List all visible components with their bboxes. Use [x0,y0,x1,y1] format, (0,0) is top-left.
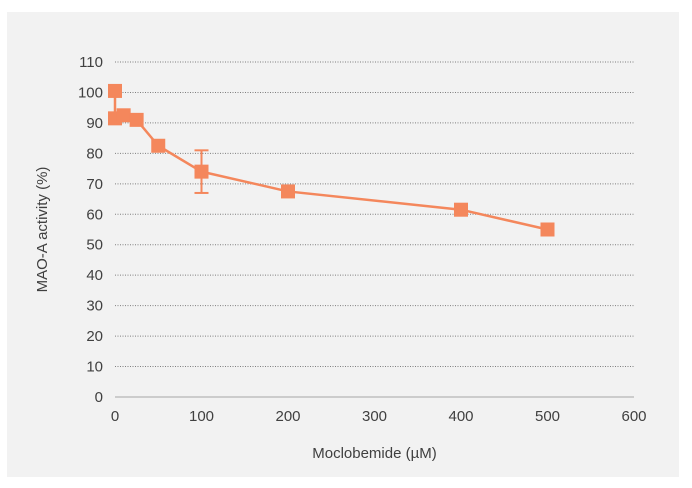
data-point [281,184,295,199]
y-axis-title: MAO-A activity (%) [34,167,51,293]
series-layer [108,83,555,237]
y-tick-label-10: 10 [86,359,103,376]
data-point [194,164,209,179]
y-tick-label-60: 60 [86,206,103,223]
data-point [116,108,131,123]
x-tick-label-0: 0 [111,408,119,425]
y-tick-label-40: 40 [86,267,103,284]
y-tick-label-0: 0 [95,389,103,406]
chart-panel: 0 10 20 30 40 50 60 70 80 90 100 110 0 100 200 300 400 50… [7,12,679,477]
x-tick-label-600: 600 [621,408,646,425]
x-tick-label-300: 300 [362,408,387,425]
grid-layer [115,61,634,368]
y-tick-label-70: 70 [86,176,103,193]
x-tick-label-200: 200 [275,408,300,425]
y-tick-label-110: 110 [79,54,103,71]
x-tick-label-500: 500 [535,408,560,425]
x-axis-title: Moclobemide (µM) [312,445,437,462]
data-point [129,112,144,127]
x-tick-label-100: 100 [189,408,214,425]
data-point [454,202,468,217]
y-tick-label-30: 30 [86,298,103,315]
axis-layer: 0 10 20 30 40 50 60 70 80 90 100 110 0 100 200 300 400 50… [78,54,647,425]
data-point [540,222,555,237]
y-tick-label-50: 50 [86,237,103,254]
chart-svg: 0 10 20 30 40 50 60 70 80 90 100 110 0 100 200 300 400 50… [34,54,647,462]
y-tick-label-20: 20 [86,328,103,345]
series-line [113,90,548,231]
y-tick-label-80: 80 [86,145,103,162]
data-point [151,138,166,153]
y-tick-label-90: 90 [86,115,103,132]
data-point [108,83,122,98]
x-tick-label-400: 400 [448,408,473,425]
y-tick-label-100: 100 [78,84,103,101]
